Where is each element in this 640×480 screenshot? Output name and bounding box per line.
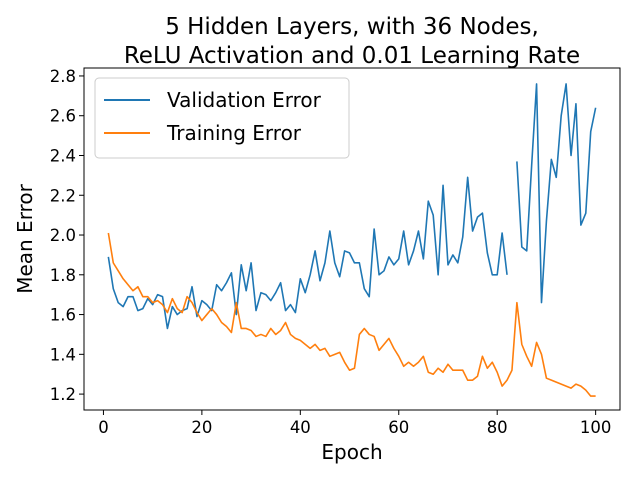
chart-title-line-1: 5 Hidden Layers, with 36 Nodes, xyxy=(165,14,539,40)
y-tick-label: 2.0 xyxy=(50,226,76,245)
x-axis-label: Epoch xyxy=(321,440,382,464)
y-tick-label: 2.4 xyxy=(50,146,76,165)
y-tick-label: 1.2 xyxy=(50,385,76,404)
series-line-training xyxy=(107,232,596,397)
y-tick-label: 2.2 xyxy=(50,186,76,205)
y-tick-label: 2.8 xyxy=(50,67,76,86)
y-axis-ticks: 1.2 1.4 1.6 1.8 2.0 2.2 2.4 2.6 2.8 xyxy=(50,67,84,404)
x-tick-label: 60 xyxy=(388,418,409,437)
plot-frame xyxy=(83,67,621,411)
legend-box xyxy=(94,77,350,159)
legend-label-training: Training Error xyxy=(166,121,302,145)
x-tick-label: 0 xyxy=(98,418,109,437)
series-line-validation xyxy=(107,83,597,330)
y-tick-label: 1.6 xyxy=(50,306,76,325)
x-tick-label: 100 xyxy=(580,418,612,437)
y-tick-label: 2.6 xyxy=(50,107,76,126)
x-axis-ticks: 0 20 40 60 80 100 xyxy=(98,410,611,437)
x-tick-label: 80 xyxy=(487,418,508,437)
plot-lines xyxy=(107,83,597,397)
legend: Validation Error Training Error xyxy=(94,77,350,159)
y-axis-label: Mean Error xyxy=(13,183,37,293)
legend-label-validation: Validation Error xyxy=(167,88,322,112)
x-tick-label: 20 xyxy=(191,418,212,437)
y-tick-label: 1.8 xyxy=(50,266,76,285)
chart-title-line-2: ReLU Activation and 0.01 Learning Rate xyxy=(124,43,580,69)
x-tick-label: 40 xyxy=(290,418,311,437)
y-tick-label: 1.4 xyxy=(50,345,76,364)
